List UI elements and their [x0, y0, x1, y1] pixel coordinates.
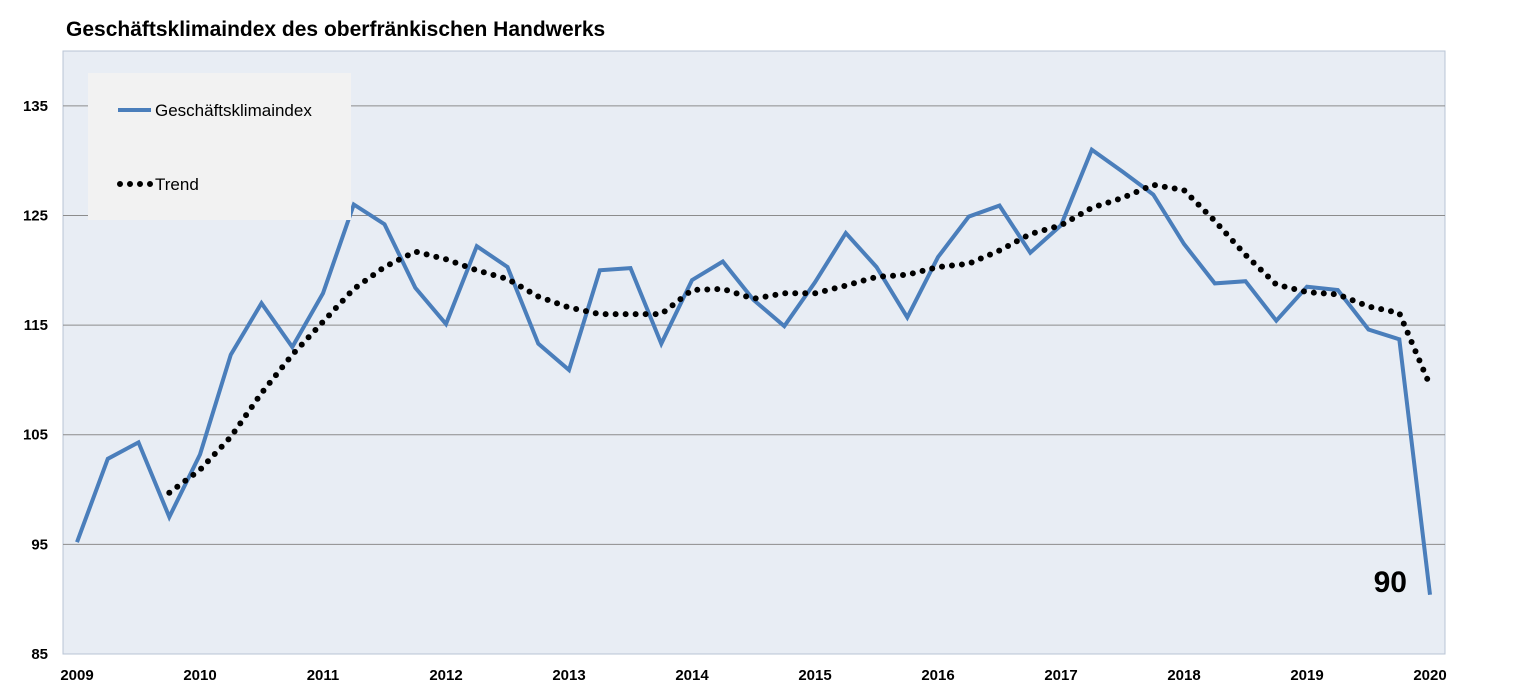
x-tick-label-2014: 2014 — [675, 667, 709, 684]
x-axis-ticks: 2009 2010 2011 2012 2013 2014 2015 2016 2017 2018… — [60, 667, 1446, 684]
y-tick-label-135: 135 — [23, 98, 48, 115]
x-tick-label-2019: 2019 — [1290, 667, 1323, 684]
legend: Geschäftsklimaindex Trend — [88, 73, 351, 220]
y-tick-label-115: 115 — [24, 317, 48, 334]
y-tick-label-125: 125 — [23, 207, 48, 224]
x-tick-label-2009: 2009 — [60, 667, 93, 684]
x-tick-label-2017: 2017 — [1044, 667, 1077, 684]
legend-label-trend: Trend — [155, 175, 199, 194]
y-tick-label-85: 85 — [31, 646, 48, 663]
x-tick-label-2020: 2020 — [1413, 667, 1446, 684]
series-line-trend — [166, 181, 1433, 496]
annotations: 90 — [1374, 566, 1407, 599]
x-tick-label-2010: 2010 — [183, 667, 216, 684]
annotation-label: 90 — [1374, 566, 1407, 599]
x-tick-label-2012: 2012 — [429, 667, 462, 684]
x-tick-label-2011: 2011 — [307, 667, 340, 684]
x-tick-label-2016: 2016 — [921, 667, 954, 684]
y-tick-label-95: 95 — [31, 536, 48, 553]
x-tick-label-2015: 2015 — [798, 667, 831, 684]
chart-title: Geschäftsklimaindex des oberfränkischen … — [66, 18, 606, 41]
x-tick-label-2013: 2013 — [552, 667, 585, 684]
legend-box — [88, 73, 351, 220]
y-tick-label-105: 105 — [23, 427, 48, 444]
legend-label-geschaeftsklimaindex: Geschäftsklimaindex — [155, 101, 312, 120]
series-layer — [75, 146, 1433, 596]
y-axis-ticks: 85 95 105 115 125 135 — [23, 98, 48, 663]
x-tick-label-2018: 2018 — [1167, 667, 1200, 684]
